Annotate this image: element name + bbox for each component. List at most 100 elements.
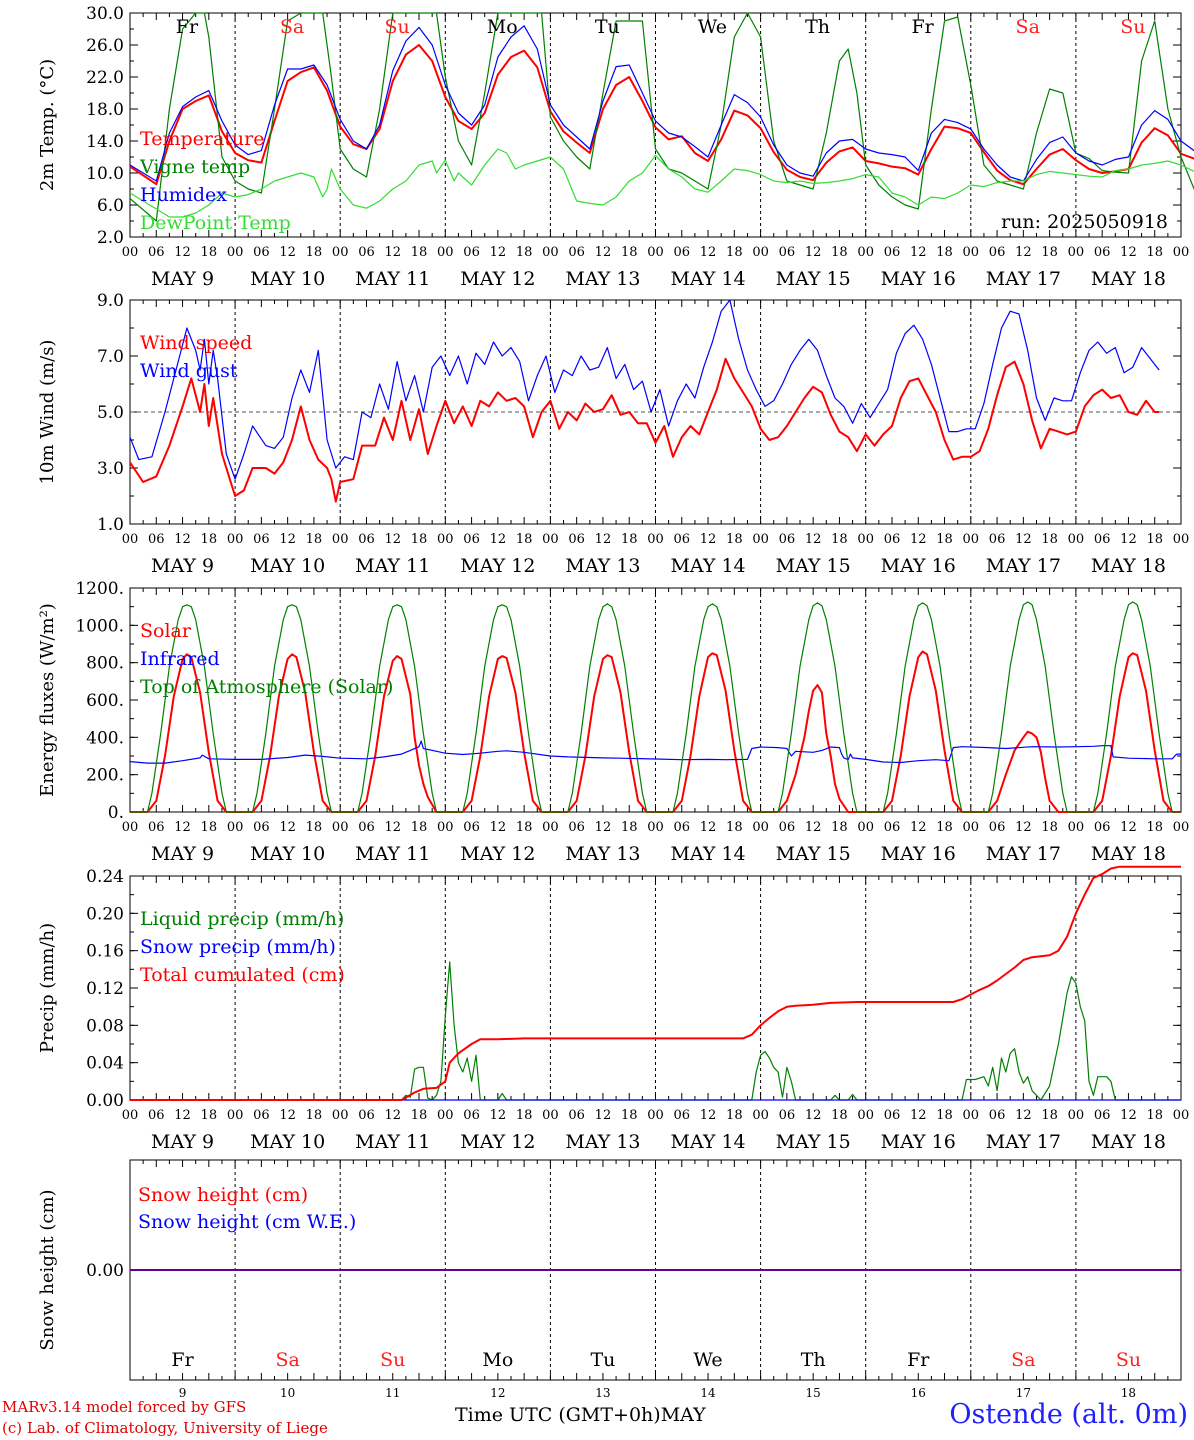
- y-tick-label: 0.00: [86, 1261, 124, 1281]
- date-label: MAY 17: [986, 1131, 1061, 1153]
- y-tick-label: 200.: [86, 766, 124, 786]
- y-tick-label: 0.24: [86, 867, 124, 887]
- hour-label: 18: [1041, 532, 1058, 547]
- hour-label: 06: [989, 245, 1006, 260]
- hour-label: 06: [989, 820, 1006, 835]
- hour-label: 00: [332, 245, 349, 260]
- date-label: MAY 12: [460, 268, 535, 290]
- hour-label: 06: [989, 532, 1006, 547]
- hour-label: 18: [831, 245, 848, 260]
- hour-label: 00: [647, 245, 664, 260]
- y-tick-label: 18.0: [86, 100, 124, 120]
- date-label: MAY 16: [881, 555, 956, 577]
- y-tick-label: 0.16: [86, 942, 124, 962]
- y-tick-label: 1200.: [75, 579, 124, 599]
- hour-label: 06: [1094, 820, 1111, 835]
- date-label: MAY 11: [355, 843, 430, 865]
- day-number-label: 13: [595, 1386, 610, 1400]
- hour-label: 18: [516, 1108, 533, 1123]
- hour-label: 00: [122, 820, 139, 835]
- date-label: MAY 9: [151, 555, 214, 577]
- legend-entry: Snow height (cm): [138, 1184, 308, 1206]
- day-number-label: 15: [806, 1386, 821, 1400]
- y-tick-label: 1000.: [75, 616, 124, 636]
- hour-label: 18: [1041, 1108, 1058, 1123]
- hour-label: 12: [384, 820, 401, 835]
- y-tick-label: 26.0: [86, 36, 124, 56]
- hour-label: 18: [201, 820, 218, 835]
- hour-label: 12: [910, 1108, 927, 1123]
- weekday-label: Th: [801, 1349, 826, 1371]
- hour-label: 12: [1015, 245, 1032, 260]
- hour-label: 18: [1041, 820, 1058, 835]
- temperature-panel: 2.0 6.0 10.0 14.0 18.0 22.0 26.0 30.0 2m Temp. (…: [37, 4, 1194, 290]
- weekday-label: Sa: [1016, 16, 1040, 38]
- date-label: MAY 11: [355, 268, 430, 290]
- x-axis-month: MAY: [660, 1404, 706, 1426]
- hour-label: 12: [1015, 532, 1032, 547]
- hour-label: 18: [411, 1108, 428, 1123]
- hour-label: 18: [621, 532, 638, 547]
- hour-label: 00: [647, 820, 664, 835]
- run-label: run: 2025050918: [1001, 211, 1168, 233]
- x-axis-title: Time UTC (GMT+0h)MAY: [455, 1404, 706, 1426]
- date-label: MAY 13: [565, 555, 640, 577]
- hour-label: 06: [674, 1108, 691, 1123]
- hour-label: 06: [989, 1108, 1006, 1123]
- hour-label: 00: [752, 245, 769, 260]
- hour-label: 06: [463, 532, 480, 547]
- series-line-2: [129, 740, 1181, 764]
- hour-label: 18: [306, 1108, 323, 1123]
- hour-label: 00: [1173, 245, 1190, 260]
- hour-label: 12: [279, 532, 296, 547]
- hour-label: 18: [1146, 1108, 1163, 1123]
- hour-label: 12: [384, 245, 401, 260]
- y-tick-label: 3.0: [97, 459, 124, 479]
- y-tick-label: 14.0: [86, 132, 124, 152]
- legend-entry: Infrared: [140, 648, 220, 670]
- hour-label: 12: [490, 245, 507, 260]
- hour-label: 18: [411, 245, 428, 260]
- series-line-1: [129, 357, 1160, 503]
- date-label: MAY 17: [986, 268, 1061, 290]
- hour-label: 12: [910, 820, 927, 835]
- hour-label: 18: [516, 820, 533, 835]
- weekday-label: Sa: [1011, 1349, 1035, 1371]
- hour-label: 06: [463, 1108, 480, 1123]
- hour-label: 06: [1094, 1108, 1111, 1123]
- hour-label: 00: [1068, 1108, 1085, 1123]
- hour-label: 00: [1173, 820, 1190, 835]
- legend-entry: DewPoint Temp: [140, 212, 291, 234]
- hour-label: 06: [358, 532, 375, 547]
- legend-entry: Wind speed: [140, 332, 252, 354]
- date-label: MAY 18: [1091, 843, 1166, 865]
- hour-label: 12: [1120, 1108, 1137, 1123]
- hour-label: 18: [201, 1108, 218, 1123]
- legend-entry: Temperature: [140, 128, 264, 150]
- date-label: MAY 14: [670, 555, 745, 577]
- hour-label: 00: [963, 532, 980, 547]
- weekday-label: Sa: [275, 1349, 299, 1371]
- hour-label: 18: [621, 245, 638, 260]
- date-label: MAY 9: [151, 1131, 214, 1153]
- precip-panel: 0.00 0.04 0.08 0.12 0.16 0.20 0.24 Precip (mm/h…: [37, 865, 1189, 1153]
- y-tick-label: 9.0: [97, 291, 124, 311]
- hour-label: 18: [306, 820, 323, 835]
- hour-label: 06: [253, 820, 270, 835]
- hour-label: 00: [227, 820, 244, 835]
- series-line-1: [129, 44, 1194, 186]
- hour-label: 06: [568, 820, 585, 835]
- credit-lab: (c) Lab. of Climatology, University of L…: [2, 1419, 328, 1437]
- series-line-4: [129, 148, 1194, 218]
- hour-label: 00: [332, 820, 349, 835]
- y-tick-label: 7.0: [97, 347, 124, 367]
- hour-label: 00: [647, 1108, 664, 1123]
- weekday-label: Fr: [907, 1349, 930, 1371]
- hour-label: 00: [857, 1108, 874, 1123]
- legend-entry: Liquid precip (mm/h): [140, 908, 344, 930]
- hour-label: 00: [647, 532, 664, 547]
- hour-label: 12: [805, 245, 822, 260]
- date-label: MAY 10: [250, 555, 325, 577]
- hour-label: 18: [1146, 820, 1163, 835]
- hour-label: 00: [1173, 532, 1190, 547]
